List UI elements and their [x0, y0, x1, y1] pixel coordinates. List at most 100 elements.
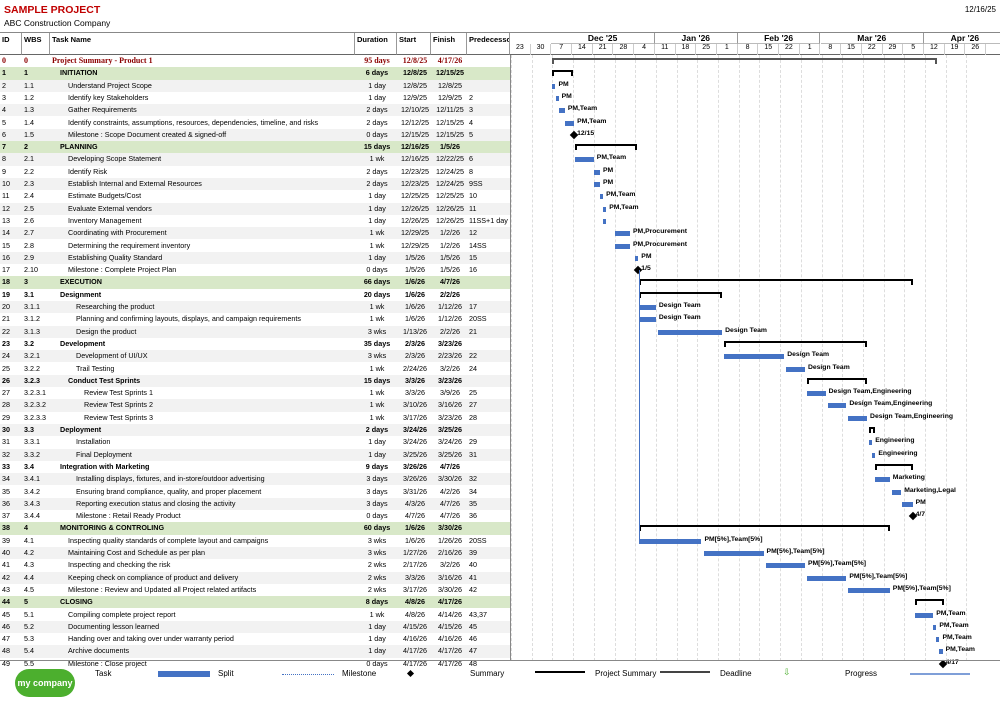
table-row[interactable]: 3 1.2 Identify key Stakeholders 1 day 12/9/2…: [0, 92, 510, 104]
table-row[interactable]: 28 3.2.3.2 Review Test Sprints 2 1 wk 3/10/2…: [0, 399, 510, 412]
task-bar[interactable]: [848, 415, 868, 421]
table-row[interactable]: 37 3.4.4 Milestone : Retail Ready Product 0…: [0, 510, 510, 522]
table-row[interactable]: 6 1.5 Milestone : Scope Document created &…: [0, 128, 510, 142]
task-bar[interactable]: [807, 575, 847, 581]
table-row[interactable]: 1 1 INITIATION 6 days 12/8/25 12/15/25: [0, 67, 510, 80]
table-row[interactable]: 12 2.5 Evaluate External vendors 1 day 12/26…: [0, 202, 510, 215]
task-bar[interactable]: [600, 194, 604, 200]
task-bar[interactable]: [891, 489, 902, 495]
col-header-wbs[interactable]: WBS: [22, 33, 50, 55]
col-header-predecessors[interactable]: Predecesso: [467, 33, 510, 55]
summary-bar[interactable]: [639, 291, 723, 294]
table-row[interactable]: 43 4.5 Milestone : Review and Updated all …: [0, 584, 510, 596]
task-bar[interactable]: [555, 95, 559, 101]
table-row[interactable]: 33 3.4 Integration with Marketing 9 days 3/2…: [0, 461, 510, 473]
table-row[interactable]: 15 2.8 Determining the requirement invento…: [0, 240, 510, 252]
table-row[interactable]: 20 3.1.1 Researching the product 1 wk 1/6/26…: [0, 301, 510, 314]
task-bar[interactable]: [914, 612, 934, 618]
task-bar[interactable]: [603, 218, 607, 224]
summary-bar[interactable]: [807, 377, 868, 380]
table-row[interactable]: 0 0 Project Summary - Product 1 95 days 12/8…: [0, 55, 510, 68]
summary-bar[interactable]: [639, 279, 913, 282]
task-bar[interactable]: [827, 403, 847, 409]
table-row[interactable]: 41 4.3 Inspecting and checking the risk 2 w…: [0, 559, 510, 571]
table-row[interactable]: 24 3.2.1 Development of UI/UX 3 wks 2/3/26 2/…: [0, 350, 510, 363]
task-bar[interactable]: [593, 182, 600, 187]
task-bar[interactable]: [872, 452, 876, 458]
table-row[interactable]: 29 3.2.3.3 Review Test Sprints 3 1 wk 3/17/2…: [0, 412, 510, 424]
table-row[interactable]: 10 2.3 Establish Internal and External Res…: [0, 178, 510, 191]
table-row[interactable]: 27 3.2.3.1 Review Test Sprints 1 1 wk 3/3/26…: [0, 387, 510, 399]
summary-bar[interactable]: [914, 599, 944, 602]
table-row[interactable]: 26 3.2.3 Conduct Test Sprints 15 days 3/3/26…: [0, 374, 510, 388]
table-row[interactable]: 14 2.7 Coordinating with Procurement 1 wk 12…: [0, 227, 510, 240]
task-bar[interactable]: [765, 563, 805, 569]
table-row[interactable]: 16 2.9 Establishing Quality Standard 1 day 1…: [0, 251, 510, 265]
task-bar[interactable]: [552, 83, 556, 89]
task-bar[interactable]: [603, 206, 607, 212]
table-row[interactable]: 21 3.1.2 Planning and confirming layouts, …: [0, 313, 510, 325]
table-row[interactable]: 47 5.3 Handing over and taking over under …: [0, 633, 510, 645]
task-bar[interactable]: [639, 538, 702, 544]
task-bar[interactable]: [639, 305, 656, 310]
table-row[interactable]: 32 3.3.2 Final Deployment 1 day 3/25/26 3/25/…: [0, 448, 510, 461]
task-bar[interactable]: [807, 391, 826, 397]
table-row[interactable]: 18 3 EXECUTION 66 days 1/6/26 4/7/26: [0, 276, 510, 289]
table-row[interactable]: 4 1.3 Gather Requirements 2 days 12/10/25 12/…: [0, 104, 510, 117]
table-row[interactable]: 8 2.1 Developing Scope Statement 1 wk 12/16/…: [0, 153, 510, 166]
table-row[interactable]: 30 3.3 Deployment 2 days 3/24/26 3/25/26: [0, 424, 510, 437]
project-summary-bar[interactable]: [552, 58, 938, 60]
task-bar[interactable]: [635, 255, 639, 261]
table-row[interactable]: 5 1.4 Identify constraints, assumptions, r…: [0, 117, 510, 129]
task-bar[interactable]: [936, 637, 940, 643]
table-row[interactable]: 2 1.1 Understand Project Scope 1 day 12/8/25…: [0, 79, 510, 92]
task-bar[interactable]: [902, 501, 913, 507]
summary-bar[interactable]: [724, 340, 868, 343]
task-bar[interactable]: [848, 587, 890, 593]
table-row[interactable]: 9 2.2 Identify Risk 2 days 12/23/25 12/24/25 8: [0, 166, 510, 178]
col-header-finish[interactable]: Finish: [431, 33, 467, 55]
task-bar[interactable]: [614, 243, 631, 249]
task-bar[interactable]: [575, 157, 594, 163]
table-row[interactable]: 34 3.4.1 Installing displays, fixtures, an…: [0, 473, 510, 486]
summary-bar[interactable]: [869, 427, 876, 429]
table-row[interactable]: 23 3.2 Development 35 days 2/3/26 3/23/26: [0, 338, 510, 350]
col-header-id[interactable]: ID: [0, 33, 22, 55]
table-row[interactable]: 19 3.1 Designment 20 days 1/6/26 2/2/26: [0, 289, 510, 301]
task-bar[interactable]: [639, 317, 656, 323]
table-row[interactable]: 38 4 MONITORING & CONTROLING 60 days 1/6/26 3…: [0, 522, 510, 535]
col-header-start[interactable]: Start: [397, 33, 431, 55]
task-bar[interactable]: [939, 649, 943, 655]
task-bar[interactable]: [703, 551, 764, 556]
task-bar[interactable]: [657, 329, 723, 335]
table-row[interactable]: 46 5.2 Documenting lesson learned 1 day 4/15…: [0, 620, 510, 634]
summary-bar[interactable]: [639, 525, 890, 528]
summary-bar[interactable]: [875, 463, 913, 466]
table-row[interactable]: 25 3.2.2 Trail Testing 1 wk 2/24/26 3/2/26 24: [0, 363, 510, 375]
task-bar[interactable]: [875, 477, 890, 483]
task-bar[interactable]: [786, 366, 805, 372]
table-row[interactable]: 17 2.10 Milestone : Complete Project Plan 0…: [0, 264, 510, 276]
table-row[interactable]: 36 3.4.3 Reporting execution status and cl…: [0, 497, 510, 511]
task-bar[interactable]: [558, 108, 565, 114]
task-bar[interactable]: [614, 231, 631, 237]
table-row[interactable]: 31 3.3.1 Installation 1 day 3/24/26 3/24/26 29: [0, 436, 510, 448]
task-bar[interactable]: [724, 354, 785, 360]
table-row[interactable]: 22 3.1.3 Design the product 3 wks 1/13/26 2/2…: [0, 325, 510, 338]
table-row[interactable]: 7 2 PLANNING 15 days 12/16/25 1/5/26: [0, 141, 510, 154]
table-row[interactable]: 35 3.4.2 Ensuring brand compliance, qualit…: [0, 486, 510, 498]
task-bar[interactable]: [564, 120, 575, 126]
col-header-duration[interactable]: Duration: [355, 33, 397, 55]
table-row[interactable]: 11 2.4 Estimate Budgets/Cost 1 day 12/25/25 1…: [0, 190, 510, 202]
table-row[interactable]: 44 5 CLOSING 8 days 4/8/26 4/17/26: [0, 596, 510, 609]
table-row[interactable]: 39 4.1 Inspecting quality standards of com…: [0, 535, 510, 547]
table-row[interactable]: 48 5.4 Archive documents 1 day 4/17/26 4/17/2…: [0, 645, 510, 658]
summary-bar[interactable]: [552, 70, 574, 73]
table-row[interactable]: 42 4.4 Keeping check on compliance of prod…: [0, 571, 510, 584]
summary-bar[interactable]: [575, 144, 638, 147]
table-row[interactable]: 45 5.1 Compiling complete project report 1 …: [0, 609, 510, 621]
task-bar[interactable]: [869, 440, 873, 446]
table-row[interactable]: 40 4.2 Maintaining Cost and Schedule as pe…: [0, 547, 510, 560]
table-row[interactable]: 13 2.6 Inventory Management 1 day 12/26/25 12…: [0, 215, 510, 227]
task-bar[interactable]: [933, 624, 937, 630]
